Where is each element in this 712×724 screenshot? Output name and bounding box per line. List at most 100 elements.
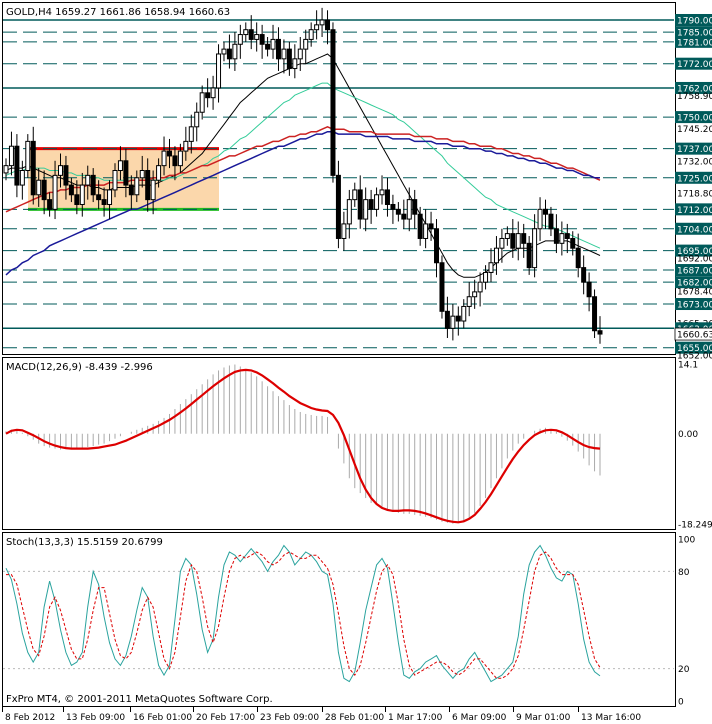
stoch-signal-line[interactable]	[6, 551, 601, 679]
candle[interactable]	[123, 148, 129, 198]
candle[interactable]	[346, 189, 352, 239]
candle[interactable]	[194, 102, 200, 142]
candle[interactable]	[270, 24, 276, 59]
moving-average-line[interactable]	[5, 53, 601, 278]
candle[interactable]	[30, 126, 36, 205]
candle[interactable]	[308, 22, 314, 47]
candle[interactable]	[401, 199, 407, 229]
candle[interactable]	[335, 160, 341, 249]
candle[interactable]	[57, 153, 63, 188]
candle[interactable]	[559, 221, 565, 256]
candle[interactable]	[36, 168, 42, 207]
candle[interactable]	[112, 163, 118, 198]
candle[interactable]	[374, 187, 380, 217]
candle[interactable]	[434, 219, 440, 278]
candle[interactable]	[265, 36, 271, 57]
candle[interactable]	[14, 134, 20, 198]
candle[interactable]	[232, 32, 238, 71]
candle[interactable]	[128, 175, 134, 210]
candle[interactable]	[85, 165, 91, 200]
candle[interactable]	[297, 36, 303, 71]
candle[interactable]	[303, 29, 309, 64]
candle[interactable]	[172, 146, 178, 181]
candle[interactable]	[101, 187, 107, 217]
candle[interactable]	[74, 180, 80, 215]
candle[interactable]	[472, 279, 478, 309]
candle[interactable]	[319, 7, 325, 37]
candle[interactable]	[510, 219, 516, 258]
candle[interactable]	[150, 170, 156, 215]
candle[interactable]	[166, 138, 172, 169]
candle[interactable]	[384, 177, 390, 217]
candle[interactable]	[205, 78, 211, 108]
candle[interactable]	[275, 27, 281, 71]
candle[interactable]	[363, 187, 369, 232]
candle[interactable]	[19, 160, 25, 200]
candle[interactable]	[41, 170, 47, 215]
candle[interactable]	[221, 41, 227, 62]
candle[interactable]	[368, 189, 374, 224]
candle[interactable]	[488, 248, 494, 283]
candle[interactable]	[286, 41, 292, 76]
candle[interactable]	[483, 265, 489, 290]
candle[interactable]	[117, 146, 123, 181]
candle[interactable]	[390, 194, 396, 224]
candle[interactable]	[63, 155, 69, 200]
candle[interactable]	[330, 22, 336, 183]
candle[interactable]	[90, 168, 96, 203]
candle[interactable]	[515, 221, 521, 261]
candle[interactable]	[428, 211, 434, 241]
candle[interactable]	[553, 214, 559, 254]
candle[interactable]	[237, 24, 243, 59]
candle[interactable]	[455, 306, 461, 336]
candle[interactable]	[248, 15, 254, 50]
candle[interactable]	[325, 10, 331, 45]
candle[interactable]	[379, 175, 385, 205]
candle[interactable]	[3, 158, 9, 181]
candle[interactable]	[314, 10, 320, 40]
candle[interactable]	[156, 158, 162, 188]
candle[interactable]	[25, 134, 31, 178]
candle[interactable]	[575, 233, 581, 278]
macd-panel-frame[interactable]	[2, 357, 676, 530]
candle[interactable]	[586, 272, 592, 312]
candle[interactable]	[134, 170, 140, 203]
candle[interactable]	[592, 289, 598, 339]
candle[interactable]	[543, 199, 549, 229]
candle[interactable]	[79, 172, 85, 217]
candle[interactable]	[564, 223, 570, 254]
candle[interactable]	[216, 44, 222, 103]
stoch-panel-frame[interactable]	[2, 532, 676, 707]
moving-average-line[interactable]	[5, 125, 601, 213]
candle[interactable]	[188, 114, 194, 154]
candle[interactable]	[466, 282, 472, 317]
candle[interactable]	[493, 236, 499, 275]
candle[interactable]	[406, 187, 412, 232]
candle[interactable]	[47, 192, 53, 217]
candle[interactable]	[292, 44, 298, 79]
candle[interactable]	[96, 180, 102, 210]
candle[interactable]	[281, 39, 287, 74]
candle[interactable]	[226, 34, 232, 69]
candle[interactable]	[570, 231, 576, 256]
candle[interactable]	[423, 209, 429, 249]
candle[interactable]	[499, 228, 505, 263]
candle[interactable]	[532, 214, 538, 278]
candle[interactable]	[341, 211, 347, 251]
candle[interactable]	[259, 24, 265, 59]
candle[interactable]	[254, 22, 260, 52]
candle[interactable]	[139, 155, 145, 188]
candle[interactable]	[210, 75, 216, 110]
candle[interactable]	[439, 255, 445, 319]
candle[interactable]	[52, 160, 58, 220]
candle[interactable]	[8, 131, 14, 176]
candle[interactable]	[537, 197, 543, 241]
candle[interactable]	[199, 85, 205, 120]
candle[interactable]	[444, 296, 450, 339]
candle[interactable]	[417, 206, 423, 246]
candle[interactable]	[352, 182, 358, 207]
candle[interactable]	[548, 206, 554, 237]
candle[interactable]	[412, 189, 418, 229]
candle[interactable]	[477, 272, 483, 307]
